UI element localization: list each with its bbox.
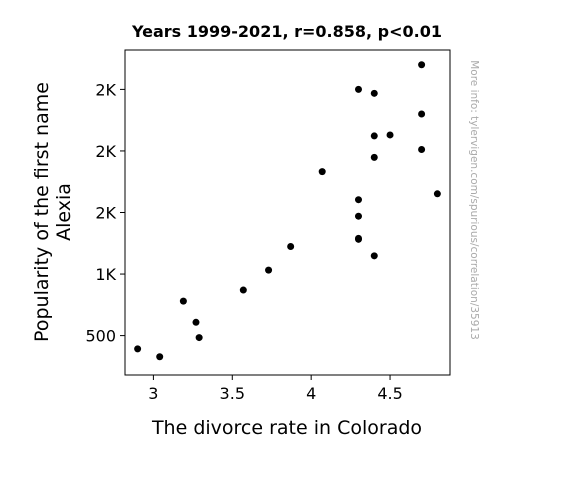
credit-text: More info: tylervigen.com/spurious/corre…: [468, 60, 480, 340]
data-point: [239, 286, 247, 294]
data-point: [418, 110, 426, 118]
data-point: [370, 132, 378, 140]
y-axis-label-line-1: Popularity of the first name: [31, 82, 53, 342]
data-point: [179, 297, 187, 305]
x-tick-label: 3.5: [220, 384, 245, 403]
x-tick-label: 3: [148, 384, 158, 403]
y-tick-label: 1K: [95, 265, 116, 284]
data-point: [370, 252, 378, 260]
data-point: [354, 212, 362, 220]
y-tick-label: 2K: [95, 142, 116, 161]
data-point: [156, 353, 164, 361]
plot-area: 3 3.5 4 4.5 500 1K 2K 2K 2K: [85, 49, 451, 403]
y-tick-label: 500: [85, 327, 116, 346]
data-point: [192, 318, 200, 326]
y-tick-label: 2K: [95, 80, 116, 99]
data-point: [354, 196, 362, 204]
data-point: [287, 242, 295, 250]
data-point: [386, 131, 394, 139]
x-tick-label: 4.5: [377, 384, 402, 403]
data-point: [370, 153, 378, 161]
data-point: [354, 235, 362, 243]
plot-frame: [124, 49, 451, 376]
x-tick-label: 4: [306, 384, 316, 403]
data-point: [418, 61, 426, 69]
chart-title: Years 1999-2021, r=0.858, p<0.01: [131, 22, 442, 41]
data-point: [354, 85, 362, 93]
data-points: [134, 61, 441, 361]
data-point: [195, 334, 203, 342]
x-axis-label: The divorce rate in Colorado: [151, 417, 422, 439]
data-point: [318, 168, 326, 176]
data-point: [433, 190, 441, 198]
y-tick-label: 2K: [95, 204, 116, 223]
data-point: [265, 266, 273, 274]
y-axis: 500 1K 2K 2K 2K: [85, 80, 125, 346]
data-point: [418, 145, 426, 153]
x-axis: 3 3.5 4 4.5: [148, 375, 403, 403]
data-point: [370, 89, 378, 97]
y-axis-label-line-2: Alexia: [53, 183, 75, 241]
data-point: [134, 345, 142, 353]
